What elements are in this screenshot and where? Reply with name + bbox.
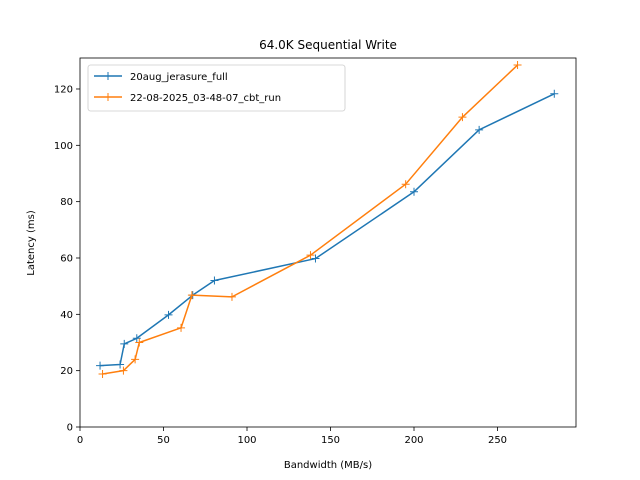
x-tick-label: 0 bbox=[77, 435, 83, 446]
data-point-marker bbox=[132, 334, 141, 343]
x-axis-title: Bandwidth (MB/s) bbox=[284, 460, 372, 471]
data-point-marker bbox=[131, 355, 140, 364]
series-2 bbox=[98, 61, 522, 379]
legend-swatch-marker bbox=[104, 93, 112, 101]
y-axis-title: Latency (ms) bbox=[26, 210, 37, 276]
y-tick-label: 20 bbox=[60, 366, 73, 377]
data-point-marker bbox=[550, 89, 559, 98]
y-tick-label: 60 bbox=[60, 253, 73, 264]
data-point-marker bbox=[458, 113, 467, 122]
axes-frame bbox=[79, 57, 577, 428]
x-tick-label: 100 bbox=[237, 435, 256, 446]
data-point-marker bbox=[116, 360, 125, 369]
x-tick-label: 50 bbox=[157, 435, 170, 446]
legend-item-2: 22-08-2025_03-48-07_cbt_run bbox=[94, 93, 281, 104]
series-layer bbox=[96, 61, 559, 379]
data-point-marker bbox=[306, 251, 315, 260]
data-point-marker bbox=[513, 61, 522, 70]
y-tick-label: 0 bbox=[67, 423, 73, 434]
data-point-marker bbox=[311, 254, 320, 263]
legend-box bbox=[87, 64, 346, 112]
axes-layer: 0 50 100 150 200 250 0 20 40 60 80 100 120 bbox=[54, 57, 577, 446]
data-point-marker bbox=[475, 125, 484, 134]
chart-title: 64.0K Sequential Write bbox=[259, 38, 397, 52]
data-point-marker bbox=[164, 310, 173, 319]
legend: 20aug_jerasure_full 22-08-2025_03-48-07_c… bbox=[87, 64, 346, 112]
legend-swatch-marker bbox=[104, 72, 112, 80]
legend-label: 20aug_jerasure_full bbox=[130, 72, 228, 83]
data-point-marker bbox=[98, 370, 107, 379]
data-point-marker bbox=[120, 339, 129, 348]
x-tick-label: 200 bbox=[404, 435, 423, 446]
data-point-marker bbox=[401, 180, 410, 189]
legend-item-1: 20aug_jerasure_full bbox=[94, 72, 228, 83]
data-point-marker bbox=[227, 292, 236, 301]
data-point-marker bbox=[96, 361, 105, 370]
y-tick-label: 40 bbox=[60, 310, 73, 321]
x-tick-label: 250 bbox=[488, 435, 507, 446]
y-tick-label: 100 bbox=[54, 141, 73, 152]
y-tick-label: 80 bbox=[60, 197, 73, 208]
y-tick-label: 120 bbox=[54, 84, 73, 95]
data-point-marker bbox=[187, 291, 196, 300]
data-point-marker bbox=[177, 323, 186, 332]
x-tick-label: 150 bbox=[321, 435, 340, 446]
data-point-marker bbox=[410, 187, 419, 196]
legend-label: 22-08-2025_03-48-07_cbt_run bbox=[130, 93, 281, 104]
data-point-marker bbox=[210, 276, 219, 285]
data-point-marker bbox=[135, 338, 144, 347]
data-point-marker bbox=[119, 366, 128, 375]
